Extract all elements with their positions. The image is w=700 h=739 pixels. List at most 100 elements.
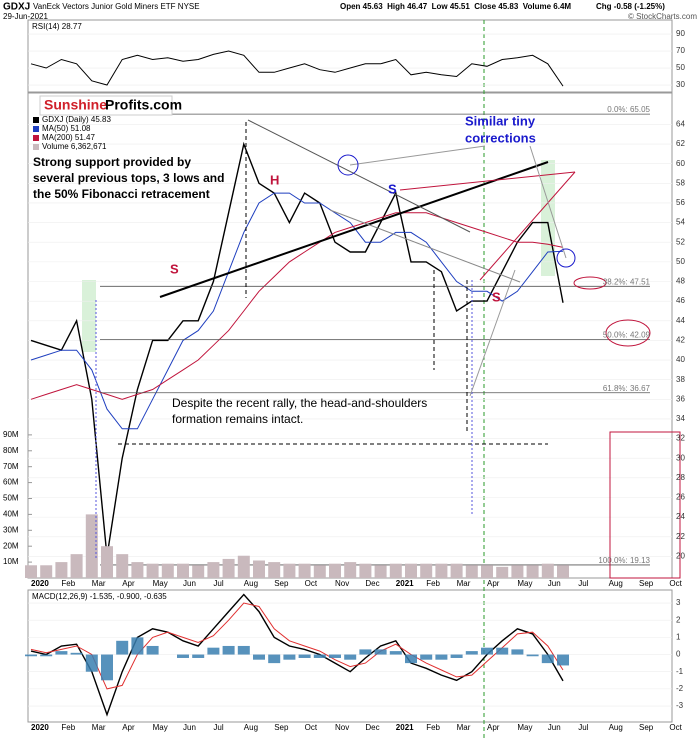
annotation: corrections (465, 130, 536, 145)
x-tick-label: Oct (305, 579, 318, 588)
x-tick-label: May (517, 723, 532, 732)
y-tick-label: 50 (676, 257, 685, 266)
histogram-bar (557, 654, 569, 666)
callout-line (349, 145, 486, 166)
legend-swatch (33, 117, 39, 123)
change: Chg -0.58 (-1.25%) (596, 2, 665, 11)
rsi-line (30, 50, 564, 87)
x-tick-label: Dec (365, 579, 379, 588)
histogram-bar (177, 654, 189, 658)
y-tick-label: 62 (676, 139, 685, 148)
x-tick-label: Jul (213, 723, 223, 732)
x-tick-label: Jun (548, 579, 561, 588)
x-tick-label: Nov (335, 723, 349, 732)
volume-bar (420, 563, 433, 578)
histogram-bar (298, 654, 311, 658)
rsi-panel (27, 19, 673, 93)
x-tick-label: Sep (639, 723, 654, 732)
date: 29-Jun-2021 (3, 12, 48, 21)
histogram-bar (465, 651, 478, 655)
volume-bar (40, 565, 53, 578)
x-tick-label: Jul (578, 579, 588, 588)
x-tick-label: Feb (61, 723, 75, 732)
y-tick-label: 40 (676, 355, 685, 364)
y-tick-label: 52 (676, 237, 685, 246)
x-tick-label: Jun (183, 579, 196, 588)
annotation: Despite the recent rally, the head-and-s… (172, 396, 427, 410)
volume-bar (207, 562, 220, 578)
x-tick-label: Apr (487, 723, 500, 732)
y-tick-label: 50M (3, 494, 19, 503)
y-tick-label: 44 (676, 316, 685, 325)
x-tick-label: Aug (609, 723, 623, 732)
x-tick-label: May (517, 579, 532, 588)
histogram-bar (207, 647, 220, 655)
security-name: VanEck Vectors Junior Gold Miners ETF NY… (33, 2, 200, 11)
y-tick-label: 38 (676, 375, 685, 384)
x-tick-label: May (153, 579, 168, 588)
x-tick-label: 2021 (396, 723, 414, 732)
histogram-bar (116, 640, 129, 655)
fib-label: 50.0%: 42.09 (603, 331, 651, 340)
histogram-bar (405, 654, 417, 664)
trendline (479, 171, 576, 281)
volume-bar (359, 563, 372, 578)
volume-bar (253, 560, 265, 578)
volume-bar (298, 563, 311, 578)
x-tick-label: Aug (244, 579, 258, 588)
volume-bar (101, 546, 113, 578)
x-tick-label: Feb (426, 723, 440, 732)
annotation: Strong support provided by (33, 155, 191, 169)
volume-bar (283, 563, 296, 578)
volume-bar (374, 565, 387, 578)
y-tick-label: -2 (676, 684, 684, 693)
volume-bar (268, 562, 281, 578)
annotation: S (170, 261, 179, 276)
histogram-bar (222, 645, 235, 655)
y-tick-label: 0 (676, 650, 681, 659)
y-tick-label: 3 (676, 598, 681, 607)
volume-bar (465, 565, 478, 578)
x-tick-label: Aug (609, 579, 623, 588)
y-tick-label: 48 (676, 277, 685, 286)
series-line (30, 593, 564, 717)
x-tick-label: Mar (92, 723, 106, 732)
y-tick-label: 30M (3, 525, 19, 534)
histogram-bar (496, 647, 509, 655)
highlight-ellipse (605, 319, 651, 347)
histogram-bar (329, 654, 341, 658)
source: © StockCharts.com (628, 12, 697, 21)
y-tick-label: -1 (676, 667, 684, 676)
histogram-bar (55, 651, 68, 655)
series-line (30, 192, 564, 430)
x-tick-label: 2020 (31, 579, 49, 588)
y-tick-label: 60M (3, 478, 19, 487)
x-tick-label: Jul (578, 723, 588, 732)
histogram-bar (40, 654, 53, 657)
histogram-bar (25, 654, 37, 657)
volume-bar (541, 563, 554, 578)
y-tick-label: 56 (676, 198, 685, 207)
y-tick-label: 32 (676, 434, 685, 443)
histogram-bar (359, 649, 372, 655)
x-tick-label: Feb (426, 579, 440, 588)
y-tick-label: 20M (3, 541, 19, 550)
x-tick-label: Jun (548, 723, 561, 732)
y-tick-label: 26 (676, 493, 685, 502)
annotation: Similar tiny (465, 113, 536, 128)
fib-label: 0.0%: 65.05 (607, 105, 650, 114)
series-line (30, 212, 564, 400)
annotation: the 50% Fibonacci retracement (33, 187, 210, 201)
histogram-bar (481, 647, 493, 655)
histogram-bar (101, 654, 113, 681)
highlight (541, 160, 555, 276)
volume-bar (131, 562, 144, 578)
series-line (30, 141, 564, 557)
histogram-bar (283, 654, 296, 660)
volume-bar (329, 563, 341, 578)
annotation: S (388, 181, 397, 196)
x-tick-label: Nov (335, 579, 349, 588)
volume-bar (450, 563, 463, 578)
y-tick-label: 30 (676, 453, 685, 462)
